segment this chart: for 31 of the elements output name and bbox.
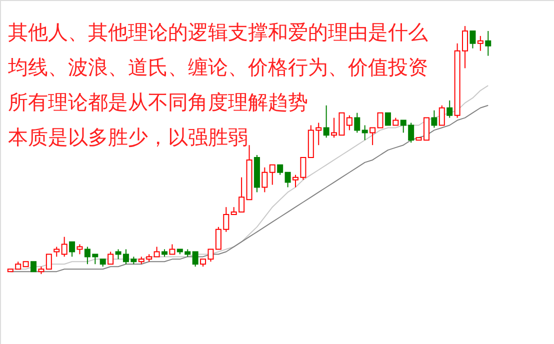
- candlestick: [470, 30, 476, 49]
- candlestick: [108, 251, 114, 265]
- candlestick: [384, 112, 391, 126]
- candlestick: [269, 164, 276, 186]
- candlestick: [54, 246, 60, 258]
- candlestick: [446, 100, 453, 118]
- candlestick: [362, 124, 368, 141]
- candlestick: [46, 254, 52, 270]
- annotation: 其他人、其他理论的逻辑支撑和爱的理由是什么: [8, 20, 428, 44]
- candlestick: [485, 30, 492, 56]
- candlestick: [192, 251, 198, 268]
- candlestick: [262, 166, 268, 193]
- annotation: 均线、波浪、道氏、缠论、价格行为、价值投资: [7, 55, 428, 79]
- candlestick: [61, 236, 68, 258]
- candlestick: [438, 104, 445, 126]
- candlestick: [30, 261, 37, 272]
- candlestick: [477, 35, 484, 52]
- candlestick: [277, 164, 284, 176]
- candlestick: [377, 112, 384, 128]
- candlestick: [154, 246, 160, 258]
- candlestick: [354, 112, 360, 134]
- annotation: 本质是以多胜少，以强胜弱: [8, 125, 248, 149]
- candlestick: [431, 110, 438, 128]
- candlestick: [323, 104, 330, 138]
- annotation: 所有理论都是从不同角度理解趋势: [8, 90, 308, 114]
- candlestick: [346, 114, 352, 131]
- candlestick: [169, 244, 176, 255]
- candlestick: [69, 241, 76, 258]
- candlestick: [284, 172, 291, 188]
- candlestick: [76, 244, 83, 255]
- candlestick: [370, 127, 376, 146]
